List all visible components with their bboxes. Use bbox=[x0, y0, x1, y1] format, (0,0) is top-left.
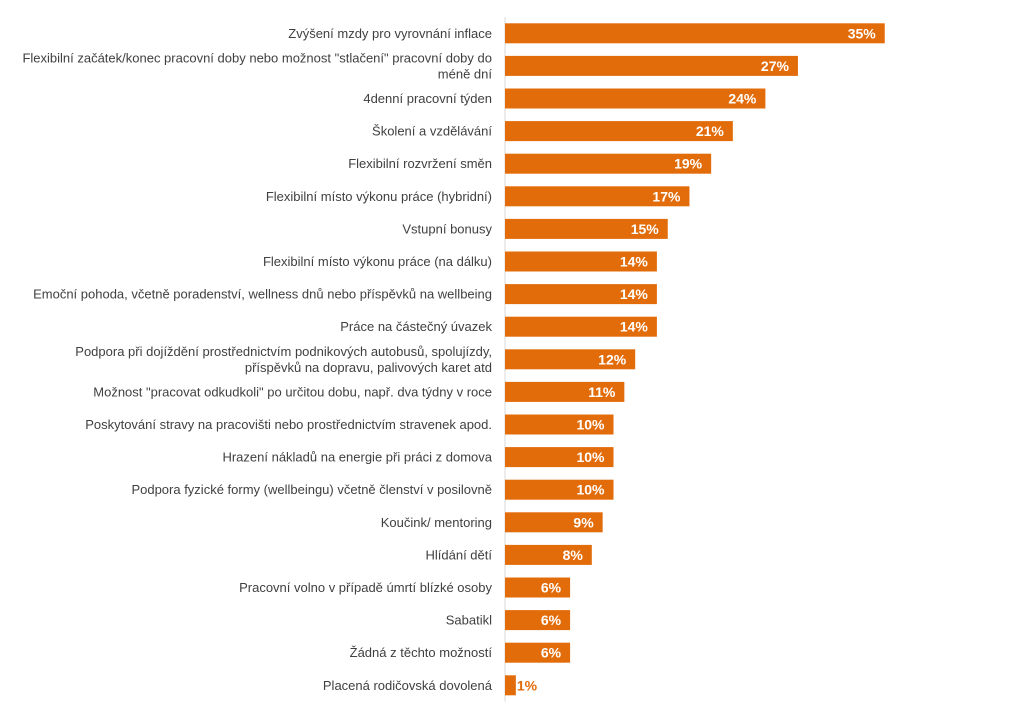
category-label: Flexibilní místo výkonu práce (hybridní) bbox=[266, 189, 492, 204]
category-label: Flexibilní rozvržení směn bbox=[348, 156, 492, 171]
category-label-line: Sabatikl bbox=[446, 613, 492, 628]
category-label: Zvýšení mzdy pro vyrovnání inflace bbox=[288, 26, 492, 41]
category-label-line: Hlídání dětí bbox=[426, 547, 493, 562]
value-label: 10% bbox=[576, 449, 605, 465]
bars-group bbox=[505, 23, 885, 696]
value-label: 24% bbox=[728, 91, 757, 107]
category-label: Placená rodičovská dovolená bbox=[323, 678, 493, 693]
value-label: 14% bbox=[620, 286, 649, 302]
category-label-line: Školení a vzdělávání bbox=[372, 124, 492, 139]
value-label: 10% bbox=[576, 482, 605, 498]
bar bbox=[505, 186, 690, 207]
category-label-line: Placená rodičovská dovolená bbox=[323, 678, 493, 693]
category-label-line: Zvýšení mzdy pro vyrovnání inflace bbox=[288, 26, 492, 41]
bar bbox=[505, 55, 798, 76]
category-label: Práce na částečný úvazek bbox=[340, 319, 492, 334]
bar bbox=[505, 414, 614, 435]
bar bbox=[505, 349, 636, 370]
value-label: 6% bbox=[541, 612, 562, 628]
category-label-line: Flexibilní rozvržení směn bbox=[348, 156, 492, 171]
bar bbox=[505, 23, 885, 44]
bar bbox=[505, 381, 625, 402]
bar bbox=[505, 610, 571, 631]
bar bbox=[505, 642, 571, 663]
bar bbox=[505, 316, 657, 337]
bar bbox=[505, 88, 766, 109]
category-label-line: Koučink/ mentoring bbox=[381, 515, 492, 530]
category-label-line: Emoční pohoda, včetně poradenství, welln… bbox=[33, 287, 492, 302]
category-label: Flexibilní začátek/konec pracovní doby n… bbox=[22, 50, 492, 81]
category-label: Koučink/ mentoring bbox=[381, 515, 492, 530]
category-label: Emoční pohoda, včetně poradenství, welln… bbox=[33, 287, 492, 302]
value-label: 27% bbox=[761, 58, 790, 74]
bar bbox=[505, 675, 516, 696]
value-label: 11% bbox=[588, 384, 616, 400]
bar bbox=[505, 218, 668, 239]
category-label: Pracovní volno v případě úmrtí blízké os… bbox=[239, 580, 492, 595]
category-label: Vstupní bonusy bbox=[402, 221, 492, 236]
bar bbox=[505, 153, 712, 174]
value-label: 35% bbox=[848, 25, 877, 41]
bar bbox=[505, 251, 657, 272]
value-label: 6% bbox=[541, 580, 562, 596]
category-label-line: Možnost "pracovat odkudkoli" po určitou … bbox=[93, 384, 492, 399]
category-label: 4denní pracovní týden bbox=[363, 91, 492, 106]
bar bbox=[505, 577, 571, 598]
category-label: Hrazení nákladů na energie při práci z d… bbox=[222, 450, 492, 465]
category-label: Hlídání dětí bbox=[426, 547, 493, 562]
value-label: 8% bbox=[563, 547, 584, 563]
value-labels-group: 35% 27% 24%21% 19% 17% 15% 14% 14% 14% 12% 11% 10% 1… bbox=[517, 25, 876, 693]
value-label: 12% bbox=[598, 351, 627, 367]
value-label: 19% bbox=[674, 156, 703, 172]
value-label: 17% bbox=[652, 188, 681, 204]
value-label: 1% bbox=[517, 677, 538, 693]
category-label-line: Práce na částečný úvazek bbox=[340, 319, 492, 334]
category-label-line: Podpora fyzické formy (wellbeingu) včetn… bbox=[131, 482, 492, 497]
value-label: 10% bbox=[576, 417, 605, 433]
category-label: Flexibilní místo výkonu práce (na dálku) bbox=[263, 254, 492, 269]
category-label: Možnost "pracovat odkudkoli" po určitou … bbox=[93, 384, 492, 399]
category-label-line: 4denní pracovní týden bbox=[363, 91, 492, 106]
category-label: Podpora při dojíždění prostřednictvím po… bbox=[75, 344, 492, 375]
bar bbox=[505, 479, 614, 500]
bar bbox=[505, 121, 733, 142]
category-label: Sabatikl bbox=[446, 613, 492, 628]
value-label: 21% bbox=[696, 123, 725, 139]
category-label: Školení a vzdělávání bbox=[372, 124, 492, 139]
category-label-line: Flexibilní místo výkonu práce (na dálku) bbox=[263, 254, 492, 269]
value-label: 6% bbox=[541, 645, 562, 661]
bar bbox=[505, 284, 657, 305]
category-label-line: Podpora při dojíždění prostřednictvím po… bbox=[75, 344, 492, 359]
bar bbox=[505, 544, 592, 565]
category-label: Podpora fyzické formy (wellbeingu) včetn… bbox=[131, 482, 492, 497]
category-label-line: Hrazení nákladů na energie při práci z d… bbox=[222, 450, 492, 465]
category-label-line: příspěvků na dopravu, palivových karet a… bbox=[245, 360, 492, 375]
category-label-line: Vstupní bonusy bbox=[402, 221, 492, 236]
category-label: Žádná z těchto možností bbox=[350, 645, 493, 660]
value-label: 14% bbox=[620, 319, 649, 335]
category-label-line: méně dní bbox=[438, 66, 493, 81]
category-labels-group: Zvýšení mzdy pro vyrovnání inflace Flexib… bbox=[22, 26, 492, 693]
value-label: 15% bbox=[631, 221, 660, 237]
bar bbox=[505, 512, 603, 533]
value-label: 14% bbox=[620, 254, 649, 270]
category-label-line: Flexibilní začátek/konec pracovní doby n… bbox=[22, 50, 492, 65]
bar bbox=[505, 447, 614, 468]
category-label: Poskytování stravy na pracovišti nebo pr… bbox=[85, 417, 492, 432]
value-label: 9% bbox=[573, 514, 594, 530]
category-label-line: Flexibilní místo výkonu práce (hybridní) bbox=[266, 189, 492, 204]
category-label-line: Pracovní volno v případě úmrtí blízké os… bbox=[239, 580, 492, 595]
category-label-line: Poskytování stravy na pracovišti nebo pr… bbox=[85, 417, 492, 432]
category-label-line: Žádná z těchto možností bbox=[350, 645, 493, 660]
